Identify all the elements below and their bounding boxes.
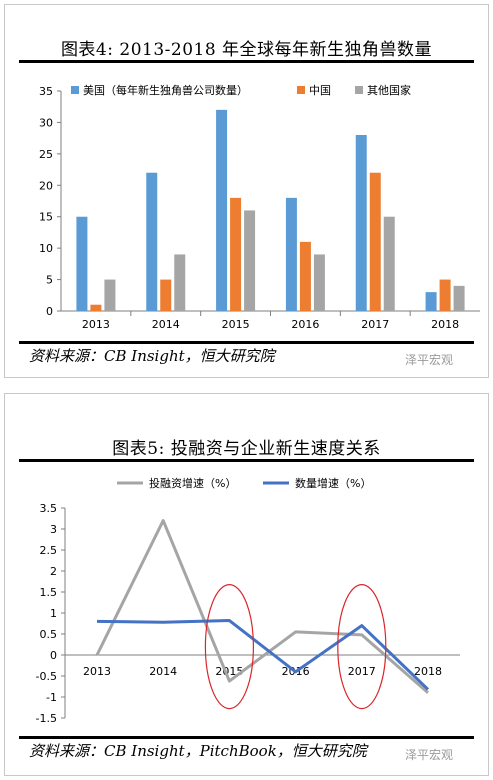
y-tick-label: 0.5 — [40, 628, 58, 641]
y-tick-label: 3 — [50, 523, 57, 536]
figure4-watermark: 泽平宏观 — [405, 353, 454, 367]
bar — [216, 109, 228, 311]
bar — [174, 254, 186, 311]
bar — [369, 172, 381, 311]
x-tick-label: 2013 — [82, 318, 110, 331]
figure4-source: 资料来源：CB Insight，恒大研究院 — [29, 347, 275, 365]
bar — [383, 216, 395, 311]
y-tick-label: 3.5 — [40, 502, 58, 515]
y-tick-label: 0 — [50, 649, 57, 662]
highlight-circle — [337, 584, 387, 710]
x-tick-label: 2014 — [152, 318, 180, 331]
figure5-panel: 图表5: 投融资与企业新生速度关系 3.5 3 2.5 2 1.5 1 0.5 0 -0.5 -1… — [4, 393, 489, 776]
figure5-watermark: 泽平宏观 — [405, 748, 454, 762]
x-tick-label: 2017 — [361, 318, 389, 331]
legend-label: 美国（每年新生独角兽公司数量） — [83, 83, 248, 97]
figure4-title-rule — [19, 60, 474, 63]
x-tick-label: 2017 — [348, 665, 376, 678]
x-tick-label: 2016 — [291, 318, 319, 331]
bar — [313, 254, 325, 311]
x-tick-label: 2014 — [149, 665, 177, 678]
y-tick-label: 10 — [39, 242, 53, 255]
bar — [146, 172, 158, 311]
bar — [285, 197, 297, 311]
x-tick-label: 2013 — [83, 665, 111, 678]
figure4-title: 图表4: 2013-2018 年全球每年新生独角兽数量 — [60, 40, 433, 60]
y-tick-label: 30 — [39, 116, 53, 129]
y-tick-label: 25 — [39, 148, 53, 161]
y-tick-label: 15 — [39, 211, 53, 224]
bar — [104, 279, 116, 311]
x-tick-label: 2018 — [414, 665, 442, 678]
y-tick-label: -1.5 — [36, 712, 57, 725]
figure4-panel: 图表4: 2013-2018 年全球每年新生独角兽数量 0 5 10 15 20 25 30… — [4, 4, 489, 378]
legend-label: 中国 — [309, 84, 331, 97]
y-tick-label: 20 — [39, 179, 53, 192]
highlight-circle — [204, 584, 254, 710]
bar — [299, 241, 311, 311]
legend-swatch — [355, 86, 363, 94]
legend-label: 投融资增速（%） — [149, 476, 236, 490]
legend-label: 其他国家 — [367, 83, 411, 97]
bar — [355, 135, 367, 311]
bar — [425, 292, 437, 311]
series-line — [96, 619, 430, 691]
legend-label: 数量增速（%） — [295, 476, 371, 490]
bar — [244, 210, 256, 311]
bar — [439, 279, 451, 311]
legend-swatch — [71, 86, 79, 94]
line-chart: 3.5 3 2.5 2 1.5 1 0.5 0 -0.5 -1 -1.5 2013 2014 2015 20… — [36, 476, 460, 725]
figure4-source-rule — [19, 341, 474, 344]
bar — [453, 285, 465, 311]
y-tick-label: -0.5 — [36, 670, 57, 683]
y-tick-label: 5 — [46, 274, 53, 287]
y-tick-label: 0 — [46, 305, 53, 318]
bar — [230, 197, 242, 311]
y-tick-label: 35 — [39, 85, 53, 98]
x-tick-label: 2015 — [222, 318, 250, 331]
bar — [76, 216, 88, 311]
bar — [90, 304, 102, 311]
y-tick-label: 2.5 — [40, 544, 58, 557]
series-line — [95, 519, 429, 694]
bar — [160, 279, 172, 311]
figure5-title-rule — [19, 459, 474, 462]
y-tick-label: 1 — [50, 607, 57, 620]
x-tick-label: 2015 — [215, 665, 243, 678]
figure5-title: 图表5: 投融资与企业新生速度关系 — [112, 439, 381, 459]
y-tick-label: 2 — [50, 565, 57, 578]
y-tick-label: 1.5 — [40, 586, 58, 599]
legend-swatch — [297, 86, 305, 94]
y-tick-label: -1 — [46, 691, 57, 704]
bar-chart: 0 5 10 15 20 25 30 35 2013 2014 2015 2016 2017 2018 美国… — [39, 83, 480, 331]
figure5-source-rule — [19, 736, 474, 739]
x-tick-label: 2018 — [431, 318, 459, 331]
figure5-source: 资料来源：CB Insight，PitchBook，恒大研究院 — [29, 742, 367, 760]
